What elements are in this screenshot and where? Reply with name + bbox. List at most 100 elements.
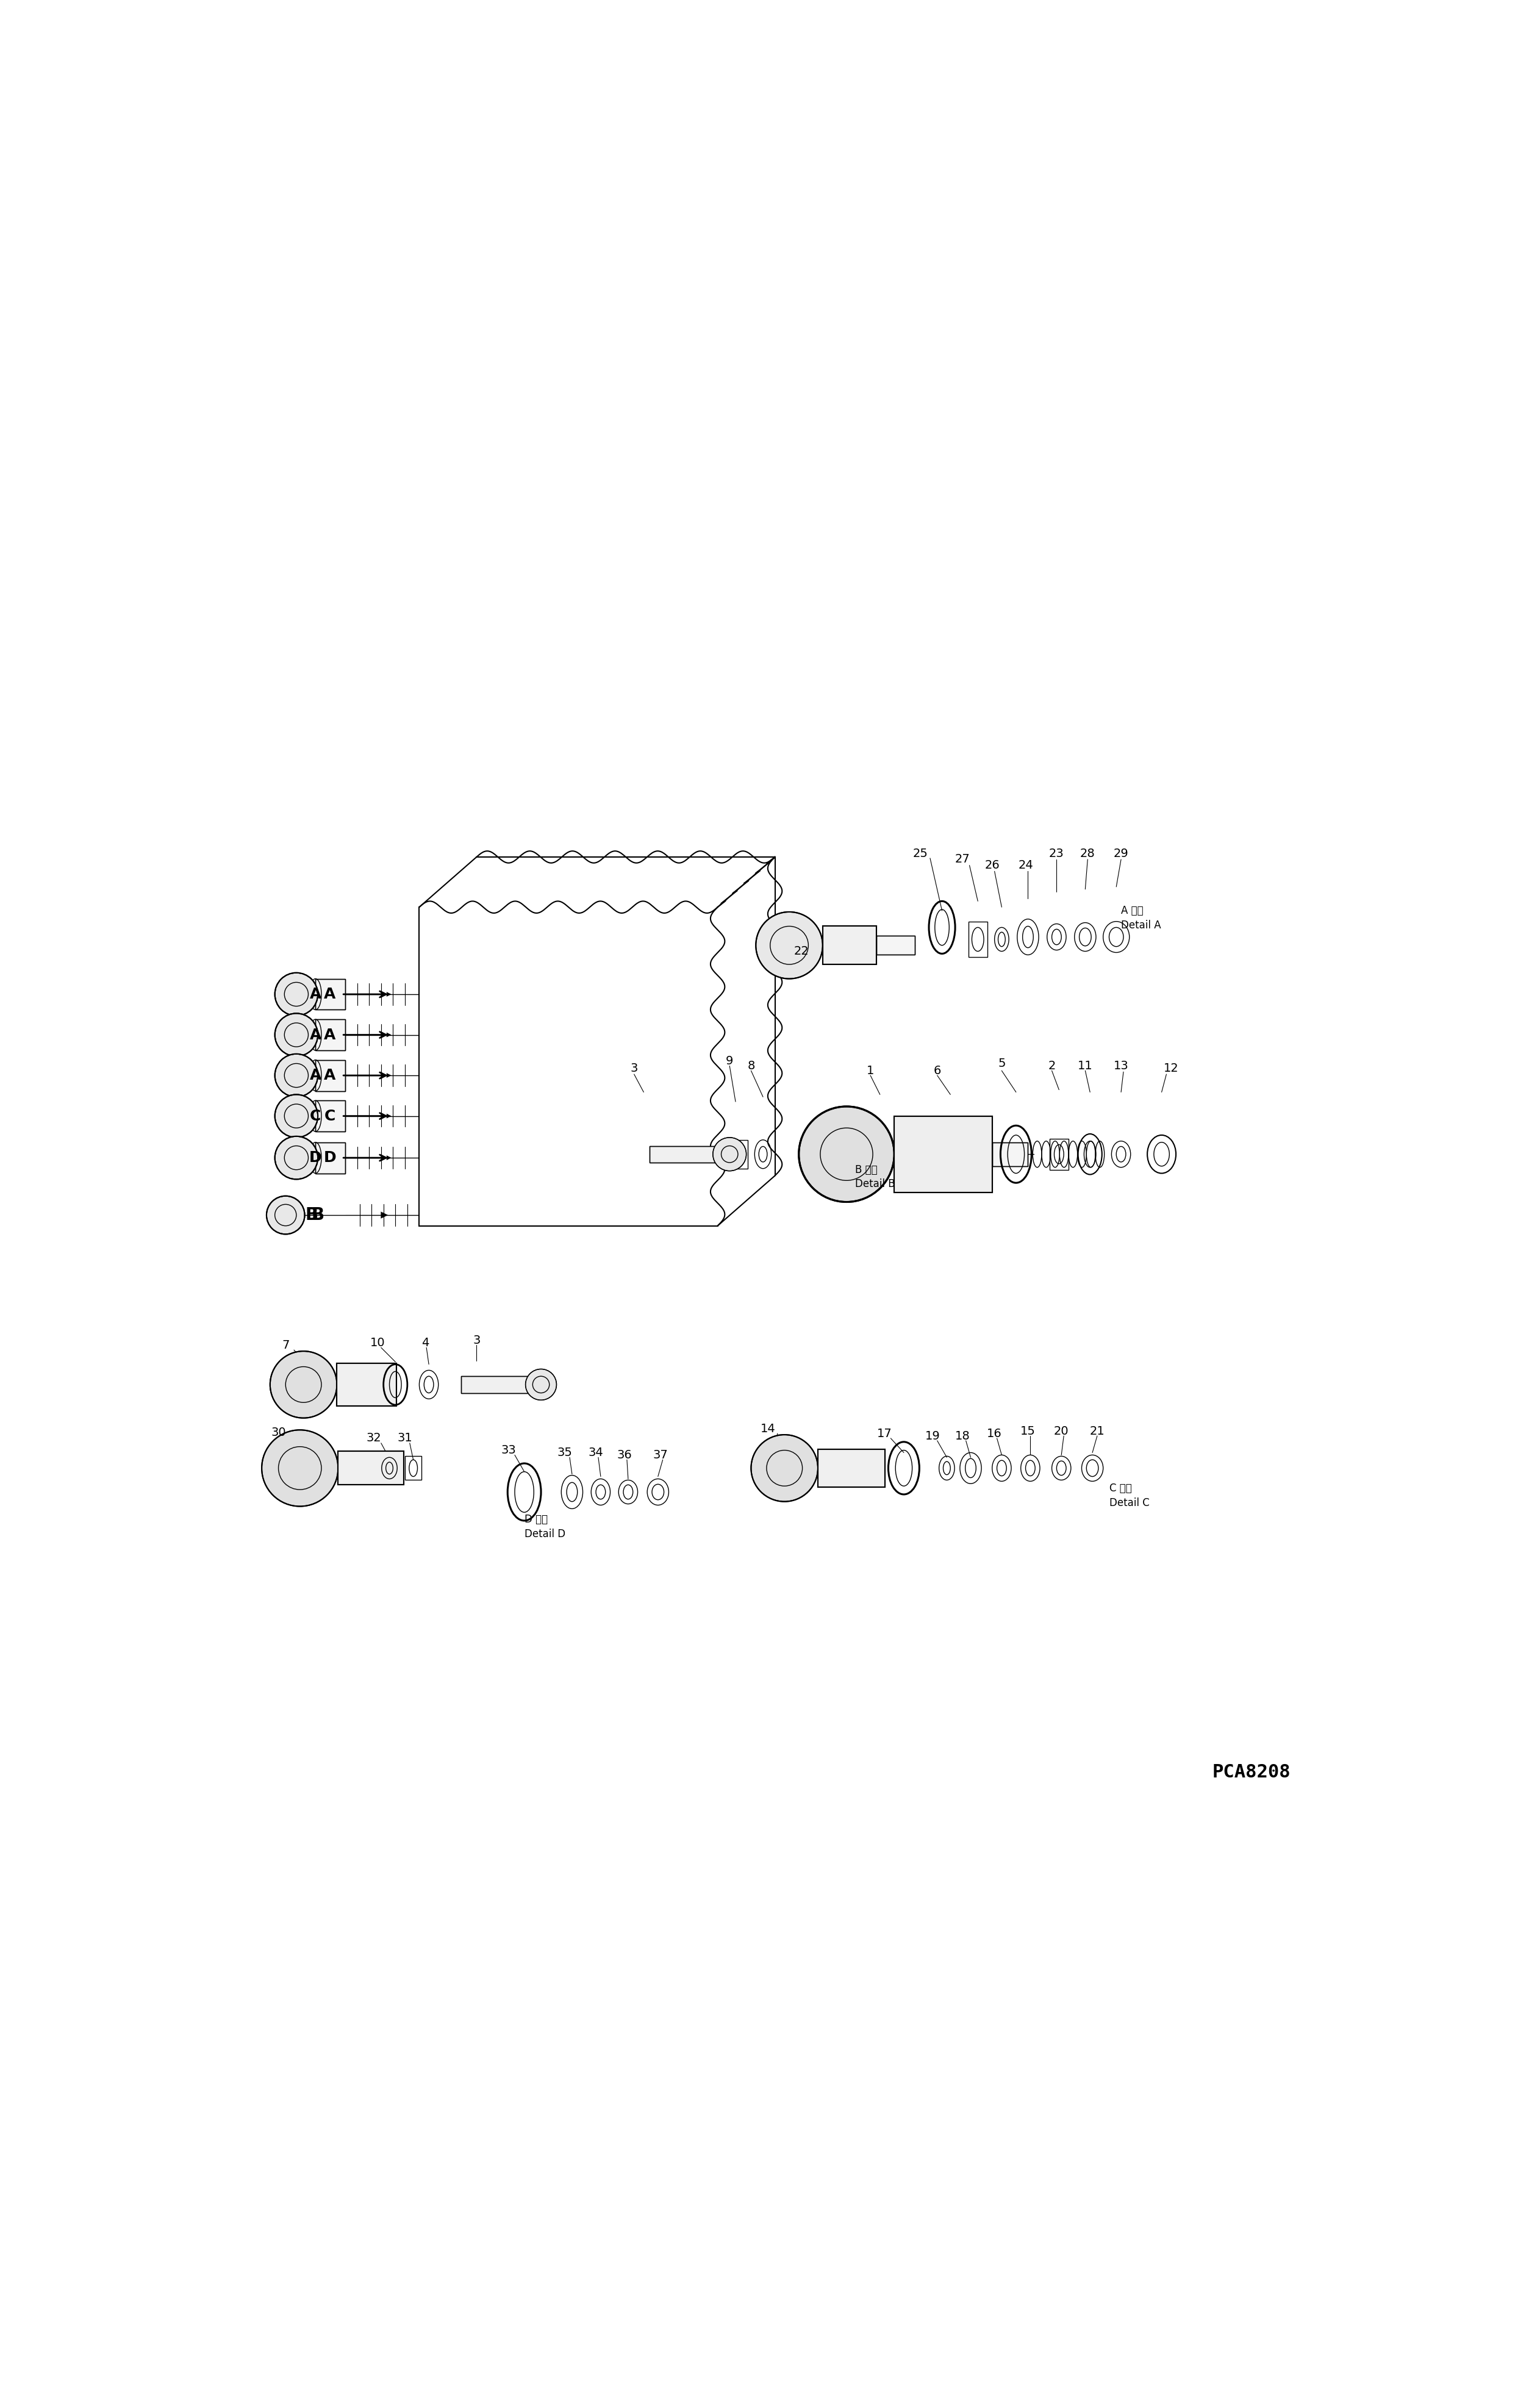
- Text: 10: 10: [370, 1336, 385, 1348]
- Bar: [460, 1377, 533, 1394]
- Text: Detail C: Detail C: [1109, 1497, 1149, 1509]
- Circle shape: [525, 1370, 556, 1401]
- Text: B 詳細: B 詳細: [855, 1164, 878, 1176]
- Text: B: B: [305, 1207, 319, 1223]
- Text: 8: 8: [747, 1060, 755, 1072]
- Bar: [316, 979, 345, 1010]
- Text: 30: 30: [271, 1427, 286, 1437]
- Text: 20: 20: [1053, 1425, 1069, 1437]
- Circle shape: [799, 1106, 895, 1202]
- Text: A: A: [323, 1027, 336, 1041]
- Text: 18: 18: [955, 1430, 970, 1442]
- Text: 15: 15: [1021, 1425, 1035, 1437]
- Circle shape: [752, 1435, 818, 1502]
- Text: C: C: [323, 1108, 336, 1123]
- Text: 7: 7: [282, 1339, 290, 1351]
- Bar: [876, 936, 915, 955]
- Text: 16: 16: [987, 1427, 1003, 1439]
- Text: PCA8208: PCA8208: [1212, 1763, 1291, 1782]
- Bar: [992, 1142, 1029, 1166]
- Bar: [460, 1377, 533, 1394]
- Bar: [724, 1140, 747, 1168]
- Bar: [822, 926, 876, 964]
- Bar: [316, 1060, 345, 1092]
- Bar: [316, 1020, 345, 1051]
- Text: 31: 31: [397, 1432, 413, 1444]
- Bar: [316, 1101, 345, 1132]
- Text: D 詳細: D 詳細: [524, 1514, 548, 1526]
- Bar: [337, 1363, 397, 1406]
- Text: Detail A: Detail A: [1121, 919, 1161, 931]
- Bar: [1049, 1140, 1069, 1171]
- Text: 3: 3: [473, 1334, 480, 1346]
- Text: A: A: [310, 1027, 322, 1041]
- Bar: [895, 1116, 992, 1192]
- Circle shape: [266, 1197, 305, 1233]
- Text: 21: 21: [1090, 1425, 1104, 1437]
- Text: 2: 2: [1049, 1060, 1055, 1072]
- Text: A: A: [323, 1068, 336, 1082]
- Bar: [337, 1363, 397, 1406]
- Text: 37: 37: [653, 1449, 668, 1461]
- Text: 36: 36: [618, 1449, 631, 1461]
- Text: 11: 11: [1078, 1060, 1093, 1072]
- Bar: [895, 1116, 992, 1192]
- Bar: [969, 921, 987, 957]
- Text: 5: 5: [998, 1058, 1006, 1070]
- Circle shape: [713, 1137, 747, 1171]
- Text: 19: 19: [926, 1430, 939, 1442]
- Text: 6: 6: [933, 1065, 941, 1077]
- Text: 23: 23: [1049, 847, 1064, 859]
- Text: A: A: [310, 1068, 322, 1082]
- Bar: [316, 1142, 345, 1173]
- Bar: [818, 1449, 886, 1487]
- Circle shape: [274, 1053, 317, 1096]
- Circle shape: [274, 972, 317, 1015]
- Text: 26: 26: [984, 859, 999, 871]
- Text: Detail D: Detail D: [524, 1528, 565, 1540]
- Text: 29: 29: [1113, 847, 1129, 859]
- Text: 32: 32: [367, 1432, 382, 1444]
- Text: 4: 4: [422, 1336, 430, 1348]
- Text: 27: 27: [955, 854, 970, 866]
- Text: 25: 25: [913, 847, 929, 859]
- Text: 14: 14: [761, 1423, 775, 1435]
- Text: A: A: [310, 986, 322, 1000]
- Text: 13: 13: [1113, 1060, 1129, 1072]
- Bar: [405, 1456, 422, 1480]
- Circle shape: [270, 1351, 337, 1418]
- Text: 1: 1: [867, 1065, 875, 1077]
- Bar: [316, 1060, 345, 1092]
- Text: C: C: [310, 1108, 320, 1123]
- Text: Detail B: Detail B: [855, 1178, 895, 1190]
- Bar: [339, 1451, 403, 1485]
- Text: 9: 9: [725, 1056, 733, 1068]
- Text: A: A: [323, 986, 336, 1000]
- Circle shape: [274, 1094, 317, 1137]
- Bar: [650, 1147, 715, 1164]
- Bar: [339, 1451, 403, 1485]
- Text: A 詳細: A 詳細: [1121, 904, 1143, 916]
- Text: 3: 3: [630, 1063, 638, 1075]
- Text: D: D: [310, 1152, 322, 1166]
- Bar: [316, 979, 345, 1010]
- Bar: [316, 1142, 345, 1173]
- Circle shape: [274, 1137, 317, 1180]
- Circle shape: [756, 912, 822, 979]
- Text: 17: 17: [878, 1427, 892, 1439]
- Circle shape: [262, 1430, 339, 1507]
- Text: 35: 35: [557, 1447, 573, 1459]
- Bar: [316, 1020, 345, 1051]
- Text: B: B: [311, 1207, 325, 1223]
- Text: 28: 28: [1080, 847, 1095, 859]
- Text: 33: 33: [500, 1444, 516, 1456]
- Text: 34: 34: [588, 1447, 604, 1459]
- Text: C 詳細: C 詳細: [1109, 1483, 1132, 1495]
- Bar: [876, 936, 915, 955]
- Bar: [992, 1142, 1029, 1166]
- Text: 12: 12: [1164, 1063, 1178, 1075]
- Bar: [316, 1101, 345, 1132]
- Bar: [822, 926, 876, 964]
- Circle shape: [274, 1012, 317, 1056]
- Text: 22: 22: [793, 945, 808, 957]
